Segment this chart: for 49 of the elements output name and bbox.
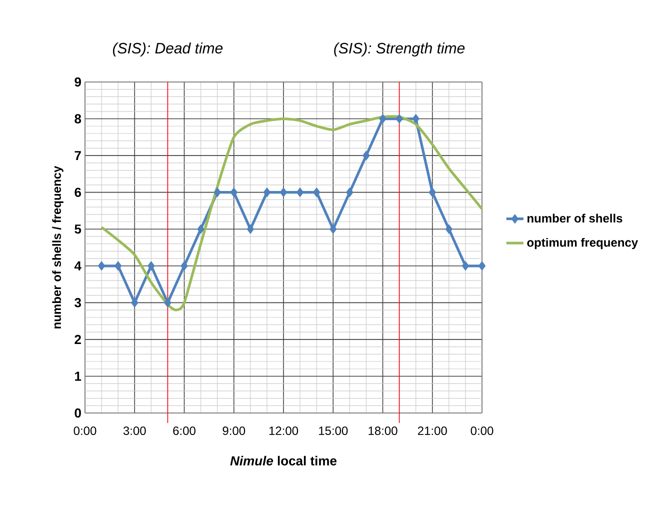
point	[346, 188, 354, 198]
point	[246, 224, 254, 234]
point	[412, 114, 420, 124]
x-tick-label: 3:00	[123, 426, 146, 436]
x-tick-label: 12:00	[269, 426, 298, 436]
x-tick-label: 6:00	[173, 426, 196, 436]
y-tick-label: 2	[74, 334, 81, 344]
y-tick-label: 6	[74, 188, 81, 197]
x-tick-label: 18:00	[368, 426, 398, 436]
ref-line-label: (SIS): Strength time	[334, 42, 465, 56]
point	[396, 114, 403, 124]
point	[379, 114, 386, 124]
y-tick-label: 9	[74, 77, 81, 87]
point	[428, 188, 436, 198]
y-tick-label: 5	[74, 224, 82, 234]
point	[296, 188, 304, 198]
point	[280, 188, 288, 198]
point	[98, 261, 106, 271]
y-tick-label: 0	[74, 408, 81, 418]
point	[131, 298, 138, 308]
legend-label: optimum frequency	[527, 238, 638, 250]
y-axis-title: number of shells / frequency	[52, 166, 64, 328]
point	[312, 188, 320, 198]
point	[114, 261, 122, 271]
point	[214, 188, 221, 198]
point	[180, 261, 188, 271]
x-tick-label: 9:00	[222, 426, 246, 436]
point	[330, 224, 337, 234]
x-tick-label: 0:00	[470, 426, 494, 436]
y-tick-label: 4	[74, 261, 82, 270]
ref-line-label: (SIS): Dead time	[112, 42, 223, 56]
x-tick-label: 21:00	[418, 426, 447, 436]
point	[197, 224, 204, 234]
y-tick-label: 1	[75, 372, 82, 381]
x-tick-label: 15:00	[319, 426, 348, 436]
point	[148, 261, 155, 271]
x-tick-label: 0:00	[74, 426, 96, 436]
legend-label: number of shells	[528, 214, 622, 223]
point	[362, 150, 370, 160]
x-axis-title: Nimule local time	[230, 456, 337, 466]
point	[445, 224, 453, 234]
point	[230, 188, 238, 198]
point	[478, 261, 486, 271]
point	[462, 261, 470, 271]
point	[263, 188, 271, 198]
y-tick-label: 3	[74, 298, 81, 308]
y-tick-label: 8	[74, 114, 82, 124]
point	[164, 298, 172, 308]
y-tick-label: 7	[74, 151, 81, 160]
